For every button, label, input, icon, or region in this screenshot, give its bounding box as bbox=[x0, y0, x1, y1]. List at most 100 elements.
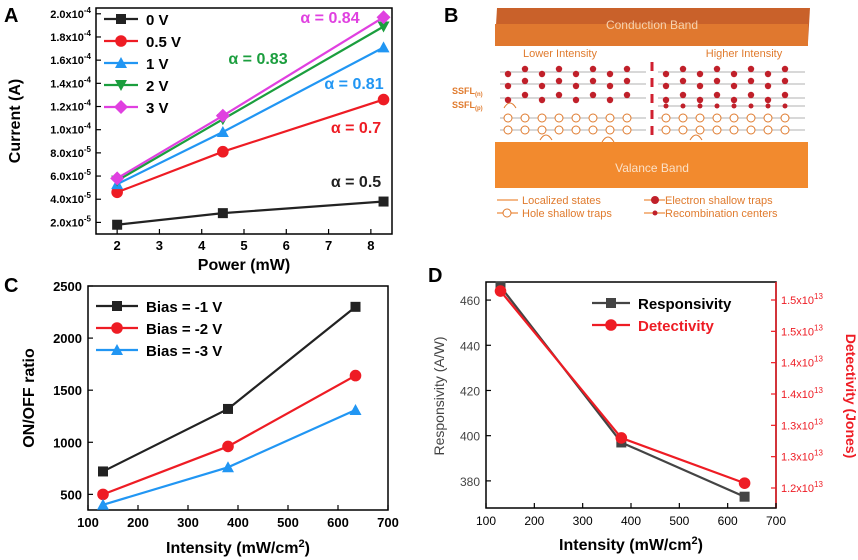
d-ytick-label-0: 380 bbox=[460, 475, 480, 489]
electron-trap-46 bbox=[747, 91, 755, 99]
ssfl-p-text: SSFL bbox=[452, 100, 476, 110]
electron-trap-39 bbox=[606, 96, 614, 104]
electron-trap-47 bbox=[764, 96, 772, 104]
d-y2tick-label-1: 1.3x1013 bbox=[781, 449, 823, 464]
transition-arc-2 bbox=[601, 136, 615, 143]
c-legend-marker-1 bbox=[111, 322, 123, 334]
panel-c-xlabel-end: ) bbox=[305, 540, 310, 557]
panel-a-letter: A bbox=[4, 5, 18, 27]
c-point-0-1 bbox=[223, 403, 233, 414]
a-xtick-label-1: 3 bbox=[156, 238, 163, 253]
panel-c-legend: Bias = -1 V Bias = -2 V Bias = -3 V bbox=[96, 299, 222, 360]
electron-trap-1 bbox=[504, 70, 512, 78]
panel-d-xlabel-end: ) bbox=[698, 537, 703, 554]
valance-band bbox=[495, 142, 808, 188]
c-point-0-0 bbox=[98, 466, 108, 477]
recomb-center-49 bbox=[663, 103, 669, 109]
electron-trap-3 bbox=[538, 70, 546, 78]
hole-trap-66 bbox=[678, 113, 688, 123]
hole-trap-76 bbox=[554, 125, 564, 135]
panel-b-letter: B bbox=[444, 5, 458, 27]
electron-trap-7 bbox=[606, 70, 614, 78]
electron-trap-14 bbox=[747, 65, 755, 73]
a-ytick-label-6: 1.4x10-4 bbox=[50, 75, 91, 90]
panel-b-legend: Localized states Electron shallow traps … bbox=[497, 195, 778, 220]
d-xtick-label-5: 600 bbox=[718, 514, 738, 528]
panel-a-x-ticks: 2 3 4 5 6 7 8 bbox=[114, 229, 374, 253]
d-y2tick-label-5: 1.5x1013 bbox=[781, 323, 823, 338]
c-point-0-2 bbox=[350, 301, 361, 312]
recomb-center-53 bbox=[731, 103, 737, 109]
panel-c-y-ticks: 500 1000 1500 2000 2500 bbox=[53, 279, 93, 502]
a-annotation-1: α = 0.83 bbox=[228, 51, 287, 68]
a-xtick-label-0: 2 bbox=[114, 238, 121, 253]
a-point-4-2 bbox=[376, 10, 391, 25]
electron-trap-43 bbox=[696, 96, 704, 104]
electron-trap-28 bbox=[713, 77, 721, 85]
a-legend-marker-4 bbox=[114, 100, 128, 114]
panel-c-letter: C bbox=[4, 275, 18, 297]
c-point-2-1 bbox=[222, 461, 234, 473]
hole-trap-59 bbox=[537, 113, 547, 123]
a-ytick-label-8: 1.8x10-4 bbox=[50, 29, 91, 44]
panel-d-plot-frame bbox=[485, 281, 777, 509]
d-y2tick-label-2: 1.3x1013 bbox=[781, 417, 823, 432]
c-xtick-label-2: 300 bbox=[177, 515, 199, 530]
ssfl-n-sub: (n) bbox=[475, 92, 483, 98]
a-legend-label-4: 3 V bbox=[146, 100, 169, 117]
d-xtick-label-6: 700 bbox=[766, 514, 786, 528]
c-legend-label-1: Bias = -2 V bbox=[146, 321, 222, 338]
a-series-line-0 bbox=[117, 200, 384, 226]
a-point-4-1 bbox=[215, 108, 230, 123]
hole-trap-78 bbox=[588, 125, 598, 135]
d-point-1-1 bbox=[615, 432, 628, 444]
a-ytick-label-3: 8.0x10-5 bbox=[50, 145, 91, 160]
a-ytick-label-5: 1.2x10-4 bbox=[50, 99, 91, 114]
panel-c-xlabel-sup: 2 bbox=[299, 538, 305, 550]
a-point-4-0 bbox=[110, 171, 125, 186]
d-point-0-2 bbox=[739, 491, 750, 502]
a-ytick-label-1: 4.0x10-5 bbox=[50, 191, 91, 206]
a-point-0-1 bbox=[217, 208, 228, 219]
c-ytick-label-2: 1500 bbox=[53, 383, 82, 398]
d-xtick-label-3: 400 bbox=[621, 514, 641, 528]
c-legend-label-0: Bias = -1 V bbox=[146, 299, 222, 316]
electron-trap-4 bbox=[555, 65, 563, 73]
c-legend-marker-0 bbox=[112, 301, 122, 311]
electron-trap-18 bbox=[521, 77, 529, 85]
hole-trap-65 bbox=[661, 113, 671, 123]
a-legend-marker-0 bbox=[116, 14, 126, 24]
recomb-center-56 bbox=[782, 103, 788, 109]
d-legend-label-0: Responsivity bbox=[638, 296, 732, 313]
panel-a-y-ticks: 2.0x10-5 4.0x10-5 6.0x10-5 8.0x10-5 1.0x10-4… bbox=[50, 6, 101, 229]
a-ytick-label-2: 6.0x10-5 bbox=[50, 168, 91, 183]
c-xtick-label-4: 500 bbox=[277, 515, 299, 530]
c-ytick-label-1: 1000 bbox=[53, 435, 82, 450]
electron-trap-24 bbox=[623, 77, 631, 85]
electron-trap-36 bbox=[555, 91, 563, 99]
electron-trap-5 bbox=[572, 70, 580, 78]
panel-a: A 2.0x10-5 4.0x10-5 6.0x10-5 8.0x10-5 1.0x10… bbox=[4, 5, 393, 274]
panel-d-y-ticks: 380 400 420 440 460 bbox=[460, 294, 491, 489]
c-xtick-label-0: 100 bbox=[77, 515, 99, 530]
electron-trap-29 bbox=[730, 82, 738, 90]
panel-d-legend: Responsivity Detectivity bbox=[592, 296, 732, 335]
hole-trap-72 bbox=[780, 113, 790, 123]
d-xtick-label-2: 300 bbox=[573, 514, 593, 528]
panel-a-ylabel: Current (A) bbox=[7, 79, 24, 163]
electron-trap-30 bbox=[747, 77, 755, 85]
a-point-0-2 bbox=[378, 196, 389, 207]
electron-trap-26 bbox=[679, 77, 687, 85]
d-xtick-label-1: 200 bbox=[524, 514, 544, 528]
valance-band-label: Valance Band bbox=[615, 161, 689, 175]
a-point-1-2 bbox=[377, 93, 390, 106]
c-ytick-label-4: 2500 bbox=[53, 279, 82, 294]
higher-intensity-label: Higher Intensity bbox=[706, 48, 783, 60]
d-point-1-2 bbox=[738, 477, 751, 489]
d-legend-label-1: Detectivity bbox=[638, 318, 715, 335]
ssfl-p-label: SSFL(p) bbox=[452, 100, 483, 112]
d-xtick-label-4: 500 bbox=[669, 514, 689, 528]
panel-a-series bbox=[110, 10, 391, 230]
ssfl-p-sub: (p) bbox=[475, 106, 483, 112]
recomb-center-52 bbox=[714, 103, 720, 109]
